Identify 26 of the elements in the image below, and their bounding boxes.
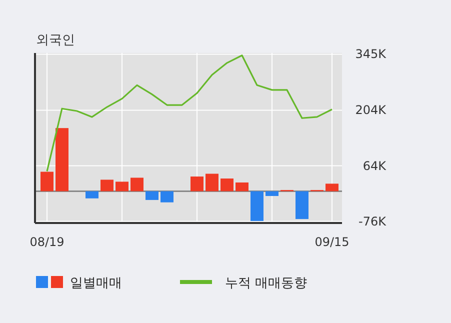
legend-label: 누적 매매동향: [225, 276, 308, 291]
y-tick-label: -76K: [358, 214, 388, 228]
line-series: [46, 54, 333, 172]
bar: [296, 191, 308, 220]
bar: [206, 174, 218, 192]
bar: [130, 178, 144, 192]
y-tick-label: 345K: [355, 47, 388, 62]
legend-label: 일별매매: [70, 276, 122, 291]
bar: [146, 191, 158, 200]
bar: [40, 172, 54, 192]
bar: [190, 176, 204, 192]
y-tick-label: 204K: [355, 103, 388, 118]
bar: [100, 180, 114, 192]
x-tick-label: 08/19: [30, 235, 64, 249]
bar: [116, 182, 128, 192]
bar: [86, 191, 98, 198]
bar: [326, 184, 338, 192]
bar: [160, 191, 174, 202]
bar: [220, 178, 234, 192]
chart-title: 외국인: [36, 33, 75, 48]
bar: [266, 191, 278, 196]
bar: [236, 182, 248, 192]
bar: [250, 191, 264, 222]
y-tick-label: 64K: [362, 158, 388, 173]
bar: [56, 128, 68, 192]
x-tick-label: 09/15: [314, 235, 350, 249]
